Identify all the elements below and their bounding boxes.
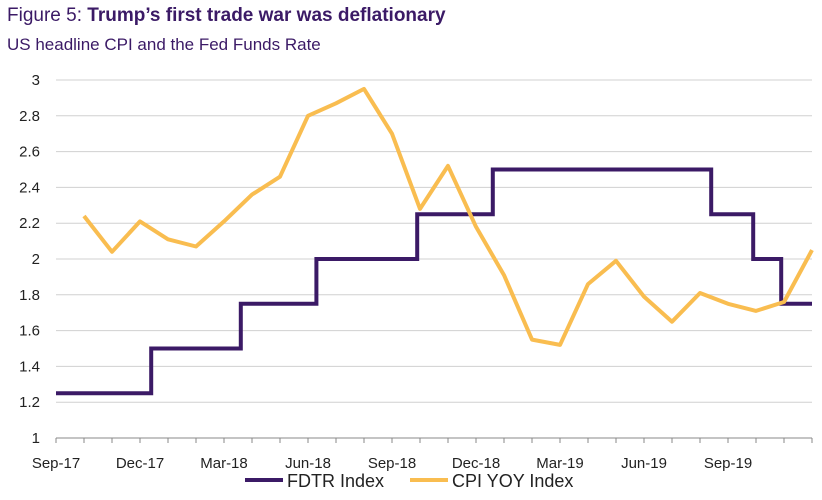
x-tick-label: Jun-19 (621, 455, 667, 472)
y-tick-label: 1.2 (19, 394, 40, 411)
y-tick-label: 1.6 (19, 323, 40, 340)
x-tick-label: Dec-17 (116, 455, 164, 472)
x-tick-label: Mar-19 (536, 455, 584, 472)
y-tick-label: 3 (32, 72, 40, 89)
chart-subtitle: US headline CPI and the Fed Funds Rate (7, 35, 321, 54)
legend-cpi-label: CPI YOY Index (452, 471, 573, 491)
gridlines (56, 79, 812, 403)
series (56, 86, 814, 396)
y-tick-label: 2.8 (19, 108, 40, 125)
y-tick-label: 1.8 (19, 287, 40, 304)
x-axis: Sep-17 Dec-17 Mar-18 Jun-18 Sep-18 Dec-18 Mar-… (32, 437, 813, 472)
x-tick-label: Dec-18 (452, 455, 500, 472)
cpi-series-line (82, 86, 814, 347)
chart-title: Figure 5: Trump’s first trade war was de… (7, 5, 446, 27)
legend: FDTR Index CPI YOY Index (245, 471, 573, 491)
y-tick-label: 2 (32, 251, 40, 268)
y-axis-ticks: 1 1.2 1.4 1.6 1.8 2 2.2 2.4 2.6 2.8 3 (19, 72, 40, 447)
y-tick-label: 2.6 (19, 144, 40, 161)
x-tick-label: Sep-18 (368, 455, 416, 472)
y-tick-label: 1.4 (19, 358, 40, 375)
y-tick-label: 2.2 (19, 215, 40, 232)
fdtr-series-line (56, 167, 812, 396)
y-tick-label: 2.4 (19, 179, 40, 196)
y-tick-label: 1 (32, 430, 40, 447)
figure-title: Trump’s first trade war was deflationary (87, 5, 446, 26)
legend-fdtr-label: FDTR Index (287, 471, 384, 491)
x-tick-label: Sep-19 (704, 455, 752, 472)
x-tick-label: Sep-17 (32, 455, 80, 472)
x-tick-label: Jun-18 (285, 455, 331, 472)
figure-label: Figure 5: (7, 5, 88, 26)
x-tick-label: Mar-18 (200, 455, 248, 472)
